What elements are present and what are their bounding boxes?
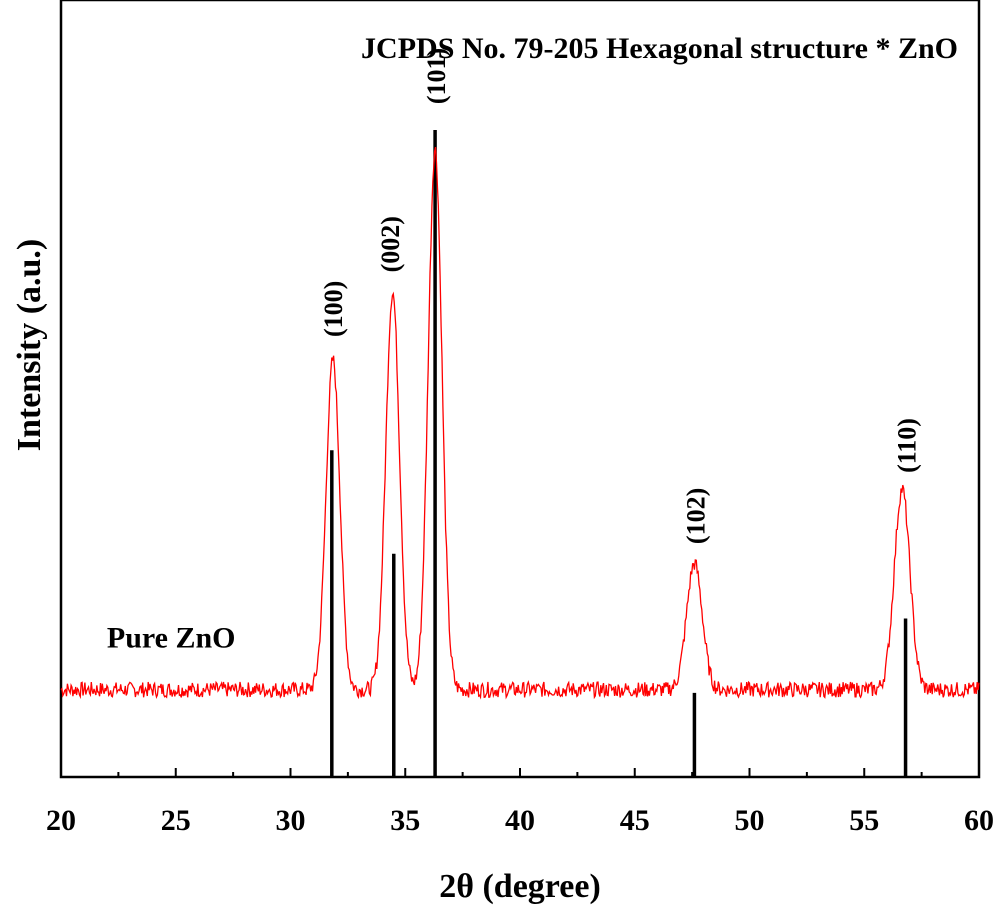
- x-tick-label-4: 40: [505, 804, 535, 837]
- peak-label-3: (102): [681, 488, 710, 544]
- x-tick-label-7: 55: [849, 804, 879, 837]
- peak-label-4: (110): [893, 418, 922, 473]
- x-tick-label-6: 50: [735, 804, 765, 837]
- x-tick-label-3: 35: [390, 804, 420, 837]
- x-tick-label-8: 60: [964, 804, 994, 837]
- x-tick-labels: 20 25 30 35 40 45 50 55 60: [46, 804, 994, 837]
- chart-title: JCPDS No. 79-205 Hexagonal structure * Z…: [361, 32, 958, 65]
- x-tick-label-2: 30: [276, 804, 306, 837]
- x-axis-ticks: [60, 768, 980, 777]
- x-tick-label-0: 20: [46, 804, 76, 837]
- peak-label-2: (101): [422, 48, 451, 104]
- plot-frame: [59, 0, 981, 779]
- series-label: Pure ZnO: [107, 622, 236, 655]
- xrd-pattern-line: [60, 146, 980, 700]
- reference-lines: [330, 130, 908, 777]
- peak-labels: (100) (002) (101) (102) (110): [319, 48, 922, 544]
- x-tick-label-5: 45: [620, 804, 650, 837]
- peak-label-1: (002): [376, 216, 405, 272]
- x-tick-label-1: 25: [161, 804, 191, 837]
- x-axis-label: 2θ (degree): [439, 868, 601, 905]
- peak-label-0: (100): [319, 281, 348, 337]
- y-axis-label: Intensity (a.u.): [11, 239, 48, 452]
